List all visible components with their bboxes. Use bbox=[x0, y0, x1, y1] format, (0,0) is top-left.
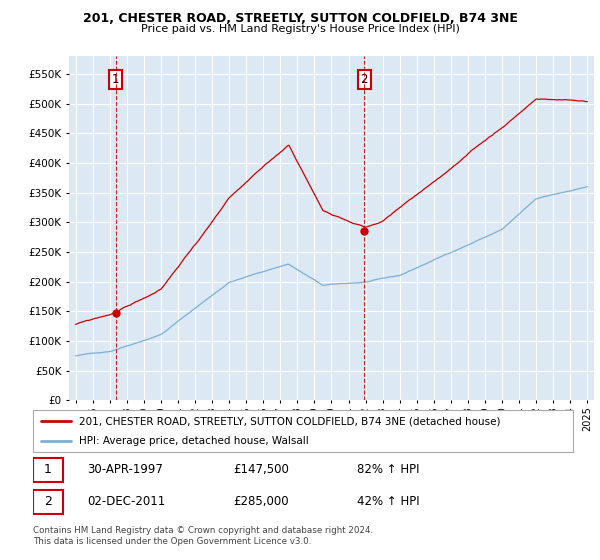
FancyBboxPatch shape bbox=[33, 489, 63, 514]
Text: 2: 2 bbox=[44, 495, 52, 508]
Text: Contains HM Land Registry data © Crown copyright and database right 2024.
This d: Contains HM Land Registry data © Crown c… bbox=[33, 526, 373, 546]
FancyBboxPatch shape bbox=[33, 410, 573, 452]
Text: 201, CHESTER ROAD, STREETLY, SUTTON COLDFIELD, B74 3NE: 201, CHESTER ROAD, STREETLY, SUTTON COLD… bbox=[83, 12, 517, 25]
Text: 42% ↑ HPI: 42% ↑ HPI bbox=[357, 495, 419, 508]
Text: 82% ↑ HPI: 82% ↑ HPI bbox=[357, 463, 419, 477]
Text: HPI: Average price, detached house, Walsall: HPI: Average price, detached house, Wals… bbox=[79, 436, 308, 446]
FancyBboxPatch shape bbox=[33, 458, 63, 482]
Text: 201, CHESTER ROAD, STREETLY, SUTTON COLDFIELD, B74 3NE (detached house): 201, CHESTER ROAD, STREETLY, SUTTON COLD… bbox=[79, 416, 500, 426]
Text: 2: 2 bbox=[361, 73, 368, 86]
Text: £285,000: £285,000 bbox=[233, 495, 289, 508]
Text: 1: 1 bbox=[112, 73, 119, 86]
Text: Price paid vs. HM Land Registry's House Price Index (HPI): Price paid vs. HM Land Registry's House … bbox=[140, 24, 460, 34]
Text: £147,500: £147,500 bbox=[233, 463, 289, 477]
Text: 1: 1 bbox=[44, 463, 52, 477]
Text: 30-APR-1997: 30-APR-1997 bbox=[87, 463, 163, 477]
Text: 02-DEC-2011: 02-DEC-2011 bbox=[87, 495, 165, 508]
